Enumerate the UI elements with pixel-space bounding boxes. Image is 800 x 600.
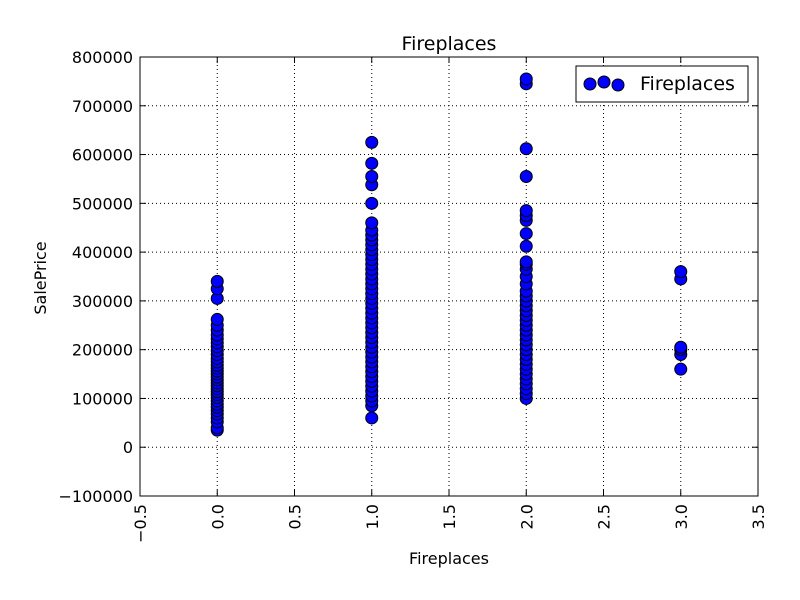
data-point — [674, 340, 688, 354]
data-point — [365, 170, 379, 184]
x-tick-labels: −0.5 0.0 0.5 1.0 1.5 2.0 2.5 3.0 3.5 — [131, 504, 768, 543]
data-point — [674, 265, 688, 279]
data-point — [519, 239, 533, 253]
legend-marker — [597, 75, 611, 89]
data-point — [519, 72, 533, 86]
x-tick-label: 1.5 — [440, 504, 459, 529]
legend-marker — [611, 78, 625, 92]
legend: Fireplaces — [575, 65, 749, 103]
y-tick-label: 400000 — [72, 243, 133, 262]
axis-ticks — [139, 56, 759, 497]
x-tick-label: 3.5 — [749, 504, 768, 529]
data-point — [210, 312, 224, 326]
y-tick-label: 100000 — [72, 389, 133, 408]
x-tick-label: 2.0 — [517, 504, 536, 529]
x-tick-label: 3.0 — [672, 504, 691, 529]
x-axis-title: Fireplaces — [409, 549, 489, 568]
data-points — [210, 72, 688, 437]
legend-label: Fireplaces — [640, 73, 735, 95]
y-tick-labels: −100000 0 100000 200000 300000 400000 500000 60… — [59, 48, 133, 506]
data-point — [365, 216, 379, 230]
data-point — [519, 142, 533, 156]
y-tick-label: 200000 — [72, 341, 133, 360]
x-tick-label: −0.5 — [131, 504, 150, 543]
x-tick-label: 2.5 — [595, 504, 614, 529]
y-tick-label: 0 — [123, 438, 133, 457]
data-point — [365, 196, 379, 210]
y-tick-label: 600000 — [72, 146, 133, 165]
x-tick-label: 0.0 — [208, 504, 227, 529]
data-point — [365, 135, 379, 149]
chart-title: Fireplaces — [402, 33, 497, 55]
legend-marker — [583, 77, 597, 91]
y-tick-label: 700000 — [72, 97, 133, 116]
y-tick-label: −100000 — [59, 487, 133, 506]
data-point — [519, 204, 533, 218]
data-point — [210, 274, 224, 288]
y-tick-label: 300000 — [72, 292, 133, 311]
x-tick-label: 0.5 — [286, 504, 305, 529]
y-tick-label: 800000 — [72, 48, 133, 67]
y-axis-title: SalePrice — [31, 241, 50, 314]
y-tick-label: 500000 — [72, 194, 133, 213]
data-point — [674, 362, 688, 376]
x-tick-label: 1.0 — [363, 504, 382, 529]
data-point — [519, 227, 533, 241]
data-point — [519, 255, 533, 269]
data-point — [519, 170, 533, 184]
data-point — [365, 411, 379, 425]
data-point — [365, 156, 379, 170]
